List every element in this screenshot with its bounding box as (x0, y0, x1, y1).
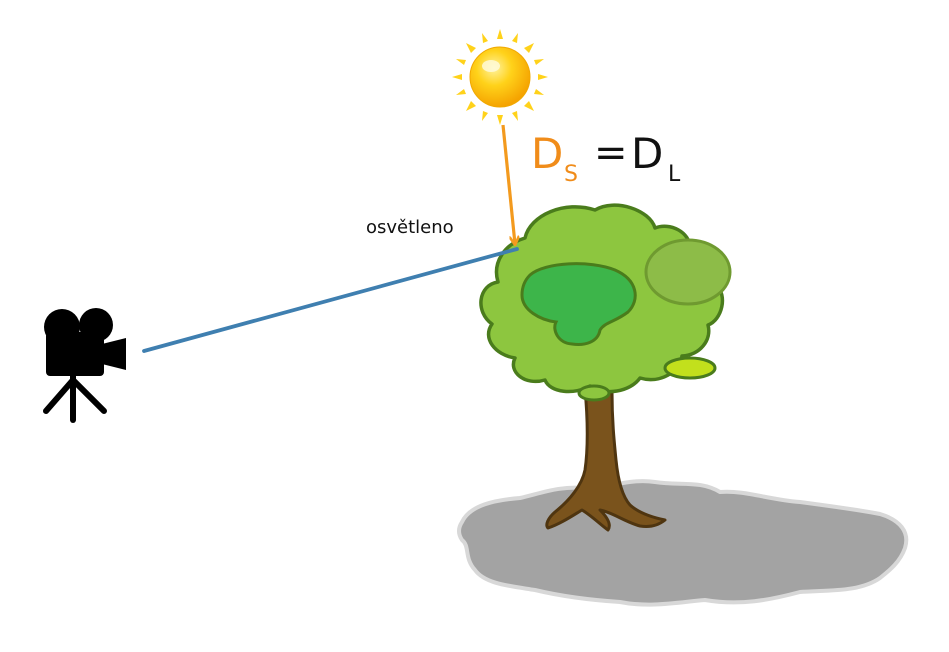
tree-foliage-bubble (644, 238, 732, 306)
equation-operator: = (594, 130, 628, 176)
tree-leaf-small (577, 384, 611, 402)
equation-lhs-main: D (531, 129, 563, 178)
view-ray (142, 247, 519, 353)
lit-label: osvětleno (366, 217, 454, 238)
sun-icon (452, 29, 548, 125)
equation: D S = D L (531, 129, 681, 187)
equation-rhs-sub: L (668, 162, 681, 187)
equation-lhs-sub: S (564, 162, 578, 187)
tree-trunk (545, 388, 667, 532)
camera-icon (43, 308, 126, 423)
equation-rhs-main: D (631, 129, 663, 178)
sun-ray-arrow (501, 124, 515, 244)
tree-foliage-dark (520, 262, 637, 346)
tree-leaf-lime (663, 356, 717, 380)
ground-shadow (457, 479, 909, 607)
